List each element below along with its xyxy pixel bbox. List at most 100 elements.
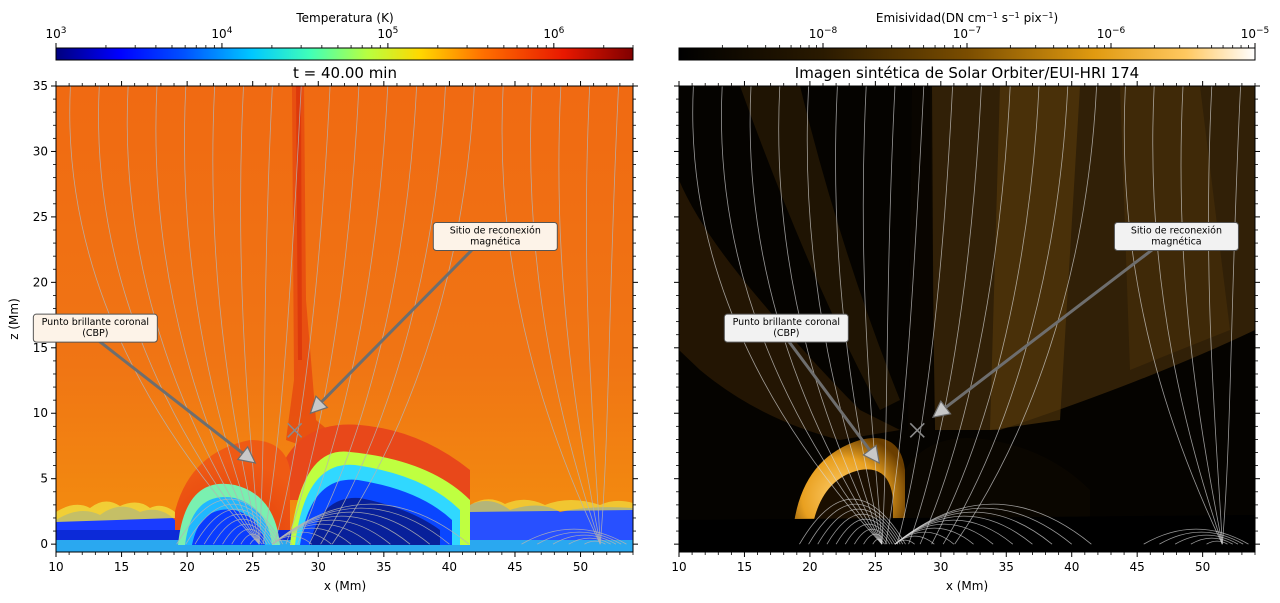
field-loop <box>799 498 906 545</box>
field-line <box>778 86 883 545</box>
field-line <box>942 86 1069 545</box>
colorbar-tick-label: 10−8 <box>809 26 838 41</box>
field-line <box>954 86 1097 545</box>
field-loop <box>808 503 904 545</box>
x-axis-label-right: x (Mm) <box>946 579 988 593</box>
annotation-box <box>1113 222 1239 252</box>
x-tick-label: 35 <box>376 560 391 574</box>
colorbar-gradient <box>55 47 634 61</box>
field-line <box>1221 86 1241 545</box>
field-loop <box>568 537 611 545</box>
field-loop <box>213 518 273 545</box>
field-lines <box>69 86 627 545</box>
field-loop <box>1190 537 1233 545</box>
colorbar-tick-label: 103 <box>45 26 66 41</box>
x-tick-label: 35 <box>999 560 1014 574</box>
y-tick-label: 0 <box>40 537 48 551</box>
colorbar-tick-label: 10−6 <box>1097 26 1126 41</box>
field-line <box>599 86 619 545</box>
annotation-arrow <box>785 337 871 452</box>
annotation-box <box>432 222 558 252</box>
annotation-arrowhead <box>931 399 952 418</box>
colorbar-tick-label: 106 <box>543 26 564 41</box>
x-tick-label: 20 <box>802 560 817 574</box>
field-loop <box>894 503 1092 545</box>
y-tick-label: 30 <box>33 144 48 158</box>
x-axis-label-left: x (Mm) <box>324 579 366 593</box>
annotation-text: magnética <box>1151 237 1201 248</box>
field-loop <box>1143 528 1249 545</box>
emissivity-map <box>679 86 1255 552</box>
y-tick-label: 35 <box>33 79 48 93</box>
annotation-box <box>32 313 158 343</box>
axes-right: 10 15 20 25 30 35 40 45 50 <box>671 81 1260 574</box>
x-tick-label: 25 <box>868 560 883 574</box>
x-tick-label: 40 <box>1064 560 1079 574</box>
colorbar-tick-label: 104 <box>211 26 232 41</box>
y-tick-label: 25 <box>33 210 48 224</box>
temperature-map <box>56 86 633 552</box>
field-line <box>721 86 883 545</box>
field-loop <box>872 538 885 545</box>
y-tick-label: 15 <box>33 341 48 355</box>
field-loop <box>521 528 627 545</box>
colorbar-tick-label: 10−7 <box>953 26 982 41</box>
x-tick-label: 15 <box>114 560 129 574</box>
field-line <box>1180 86 1223 545</box>
y-axis-label: z (Mm) <box>7 298 21 340</box>
field-loop <box>1174 534 1239 545</box>
field-loop <box>854 528 891 545</box>
field-loop <box>240 533 265 545</box>
field-loop <box>249 538 263 545</box>
annotation-text: Punto brillante coronal <box>733 317 840 328</box>
axes-left: 10 15 20 25 30 35 40 45 50 0 5 10 15 20 25 30 35 <box>33 79 638 574</box>
field-loop <box>844 523 893 545</box>
field-line <box>1152 86 1223 545</box>
x-tick-label: 45 <box>507 560 522 574</box>
field-line <box>558 86 601 545</box>
field-line <box>274 86 331 545</box>
field-line <box>262 86 302 545</box>
annotation-text: (CBP) <box>82 328 108 339</box>
field-line <box>530 86 601 545</box>
field-loop <box>552 534 617 545</box>
field-line <box>881 86 896 545</box>
x-tick-label: 30 <box>311 560 326 574</box>
x-tick-label: 30 <box>933 560 948 574</box>
field-loop <box>537 531 622 545</box>
x-tick-label: 40 <box>442 560 457 574</box>
colorbar-gradient <box>678 47 1256 61</box>
field-loop <box>272 503 470 545</box>
field-line <box>69 86 260 545</box>
annotation-text: Punto brillante coronal <box>42 317 149 328</box>
field-line <box>308 86 418 545</box>
field-line <box>919 86 1011 545</box>
field-line <box>931 86 1040 545</box>
field-line <box>285 86 360 545</box>
annotation-text: magnética <box>470 237 520 248</box>
colorbar-tick-label: 105 <box>377 26 398 41</box>
colorbar-label: Emisividad(DN cm−1 s−1 pix−1) <box>876 11 1058 25</box>
field-loop <box>817 508 901 545</box>
field-line <box>297 86 389 545</box>
field-loop <box>863 533 888 545</box>
colorbar-label: Temperatura (K) <box>295 11 393 25</box>
field-line <box>1123 86 1223 545</box>
field-loop <box>176 498 284 545</box>
colorbar-tick-label: 10−5 <box>1241 26 1270 41</box>
annotation-arrowhead <box>309 395 329 415</box>
field-line <box>331 86 475 545</box>
x-tick-label: 50 <box>1195 560 1210 574</box>
annotation-arrowhead <box>236 445 257 464</box>
colorbar-temperature: Temperatura (K) 103 104 105 106 <box>45 11 634 61</box>
x-tick-label: 25 <box>245 560 260 574</box>
field-line <box>240 86 260 545</box>
field-loop <box>185 503 281 545</box>
field-line <box>862 86 883 545</box>
x-tick-label: 10 <box>671 560 686 574</box>
annotation-arrow <box>94 336 244 455</box>
annotation-box <box>723 313 849 343</box>
field-line <box>155 86 260 545</box>
